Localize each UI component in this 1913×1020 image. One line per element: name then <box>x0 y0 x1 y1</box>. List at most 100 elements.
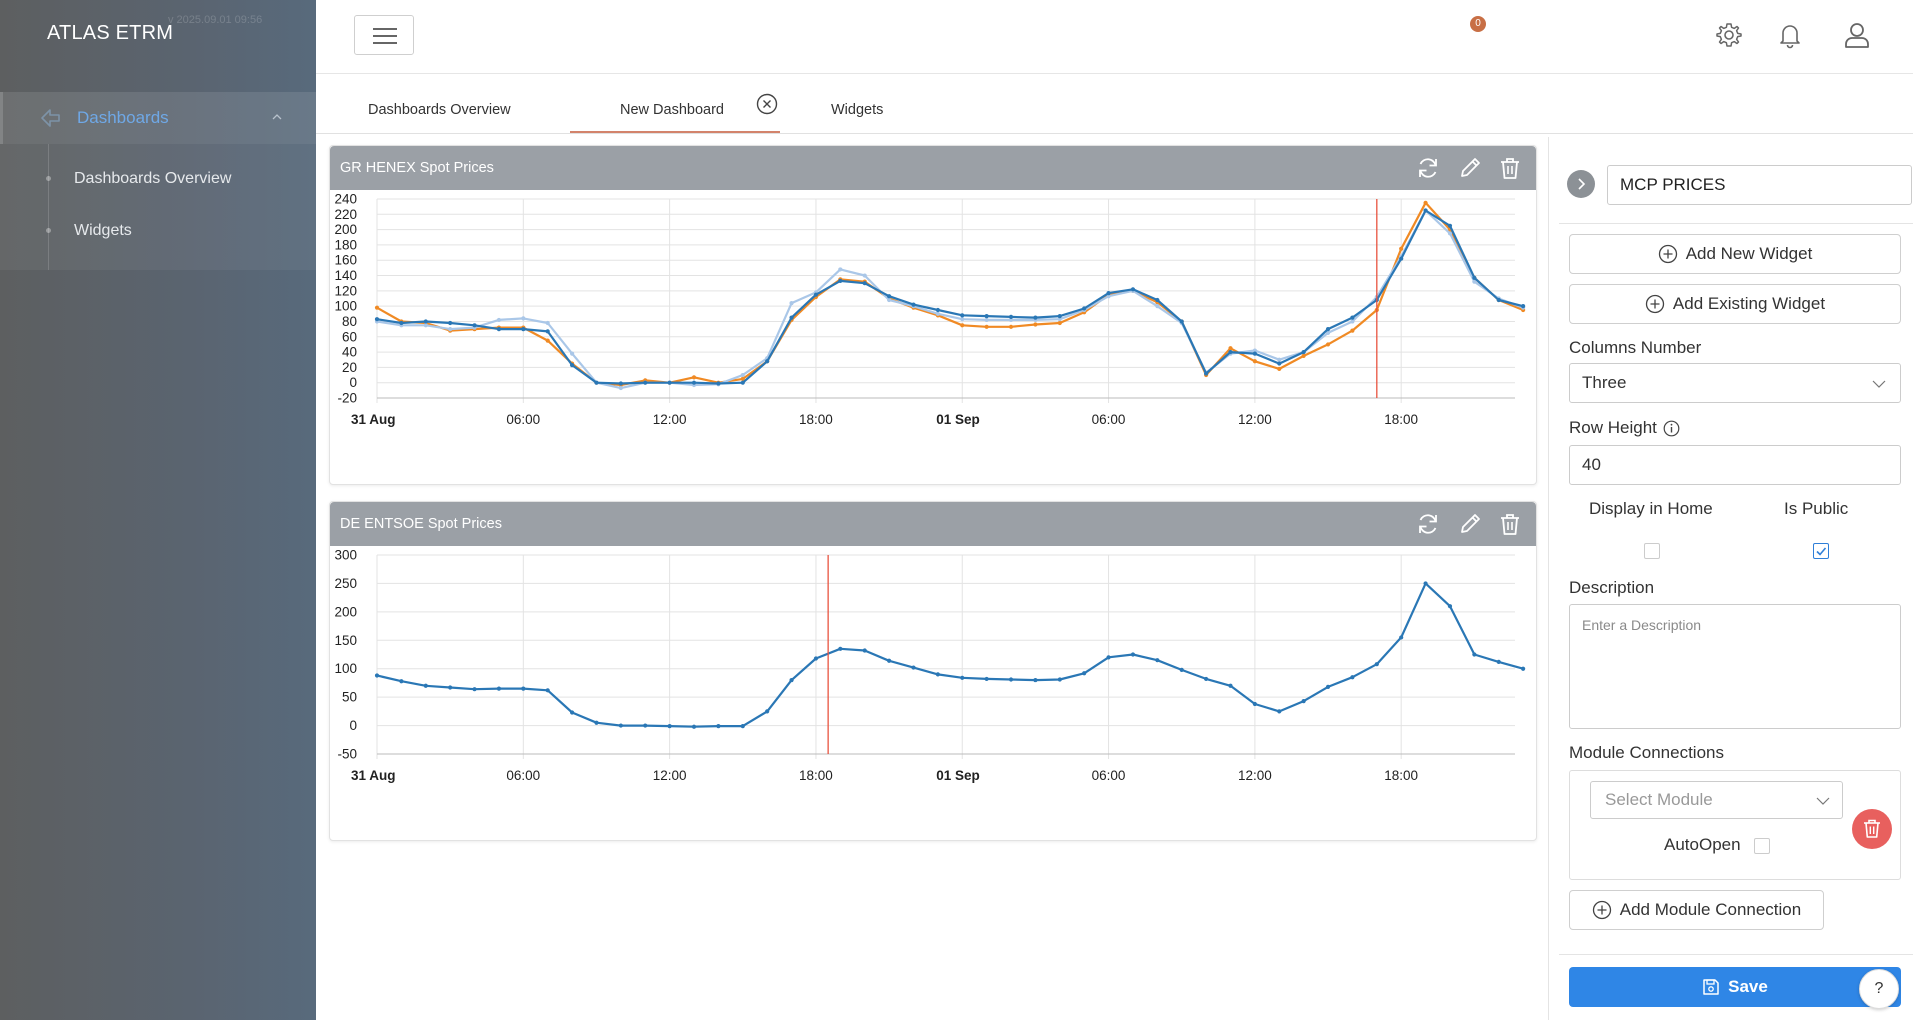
row-height-label: Row Height <box>1569 418 1657 437</box>
sidebar-item-dashboards-overview[interactable]: Dashboards Overview <box>74 170 232 187</box>
add-existing-widget-button[interactable]: Add Existing Widget <box>1569 284 1901 324</box>
data-point <box>1057 677 1062 682</box>
remove-module-button[interactable] <box>1852 809 1892 849</box>
data-point <box>1033 677 1038 683</box>
refresh-icon[interactable] <box>1415 155 1441 181</box>
data-point <box>1350 319 1355 324</box>
data-point <box>423 319 428 324</box>
y-tick-label: 140 <box>334 268 357 283</box>
data-point <box>1447 223 1453 228</box>
x-tick-label: 18:00 <box>799 412 833 427</box>
user-icon[interactable] <box>1842 20 1872 50</box>
data-point <box>1521 666 1526 671</box>
add-module-connection-button[interactable]: Add Module Connection <box>1569 890 1824 930</box>
select-module-dropdown[interactable]: Select Module <box>1590 781 1843 819</box>
x-tick-label: 18:00 <box>1384 412 1418 427</box>
data-point <box>594 720 599 725</box>
edit-icon[interactable] <box>1457 511 1483 537</box>
trash-icon[interactable] <box>1497 155 1523 181</box>
data-point <box>765 359 770 364</box>
collapse-panel-button[interactable] <box>1567 170 1595 198</box>
data-point <box>838 646 843 651</box>
sidebar-item-widgets[interactable]: Widgets <box>74 222 132 239</box>
data-point <box>545 338 550 343</box>
data-point <box>984 676 989 682</box>
data-point <box>1277 366 1282 372</box>
data-point <box>521 316 526 321</box>
data-point <box>594 380 599 385</box>
chevron-down-icon <box>1816 797 1830 805</box>
refresh-icon[interactable] <box>1415 511 1441 537</box>
dashboard-name-input[interactable]: MCP PRICES <box>1607 165 1912 205</box>
y-tick-label: 80 <box>342 314 357 329</box>
info-icon[interactable] <box>1663 420 1680 437</box>
data-point <box>399 679 404 684</box>
data-point <box>496 317 502 323</box>
display-in-home-checkbox[interactable] <box>1644 543 1660 559</box>
data-point <box>1325 684 1331 690</box>
autoopen-checkbox[interactable] <box>1754 838 1770 854</box>
data-point <box>740 380 745 385</box>
select-value: Three <box>1582 373 1627 392</box>
columns-number-select[interactable]: Three <box>1569 363 1901 403</box>
data-point <box>886 294 892 299</box>
trash-icon[interactable] <box>1497 511 1523 537</box>
button-label: Add Existing Widget <box>1672 294 1826 313</box>
checkmark-icon <box>1816 547 1827 556</box>
data-point <box>716 724 721 729</box>
data-point <box>1082 306 1087 311</box>
data-point <box>960 323 965 328</box>
is-public-checkbox[interactable] <box>1813 543 1829 559</box>
data-point <box>886 297 892 303</box>
sidebar-item-dashboards[interactable]: Dashboards <box>0 92 316 144</box>
y-tick-label: 20 <box>342 360 357 375</box>
data-point <box>1423 208 1428 213</box>
bullet-icon <box>46 176 51 181</box>
data-point <box>618 723 623 728</box>
data-point <box>1252 701 1257 707</box>
topbar: 0 <box>316 0 1913 74</box>
data-point <box>1033 315 1038 320</box>
data-point <box>1204 371 1209 376</box>
data-point <box>1496 297 1501 303</box>
button-label: Add Module Connection <box>1619 900 1802 919</box>
data-point <box>1472 652 1477 657</box>
bell-icon[interactable] <box>1775 20 1805 50</box>
description-textarea[interactable]: Enter a Description <box>1569 604 1901 729</box>
menu-toggle-button[interactable] <box>354 15 414 55</box>
data-point <box>960 317 965 322</box>
data-point <box>1057 314 1062 319</box>
chevron-right-icon <box>1578 178 1586 190</box>
data-point <box>838 278 843 283</box>
row-height-input[interactable]: 40 <box>1569 445 1901 485</box>
gear-icon[interactable] <box>1714 20 1744 50</box>
data-point <box>1179 319 1184 324</box>
data-point <box>569 362 575 368</box>
data-point <box>740 376 745 381</box>
data-point <box>1350 675 1355 680</box>
help-button[interactable]: ? <box>1859 969 1899 1009</box>
add-new-widget-button[interactable]: Add New Widget <box>1569 234 1901 274</box>
x-tick-label: 12:00 <box>1238 412 1272 427</box>
tab-widgets[interactable]: Widgets <box>831 102 884 118</box>
data-point <box>1228 349 1233 355</box>
line-chart-de-entsoe: -50 0 50 100 150 200 250 300 31 Aug 06:00 12:00 18:… <box>334 548 1526 783</box>
columns-number-label: Columns Number <box>1569 338 1702 357</box>
brand-name[interactable]: ATLAS ETRM <box>47 22 174 44</box>
tab-new-dashboard[interactable]: New Dashboard <box>620 102 724 118</box>
data-point <box>618 385 623 391</box>
data-point <box>448 320 453 326</box>
series-line-2 <box>376 209 1524 385</box>
save-button[interactable]: Save <box>1569 967 1901 1007</box>
data-point <box>960 675 965 680</box>
data-point <box>960 313 965 318</box>
close-tab-icon[interactable] <box>756 93 778 115</box>
data-point <box>862 273 867 278</box>
widget-header: GR HENEX Spot Prices <box>330 146 1536 190</box>
data-point <box>1325 330 1331 336</box>
save-label: Save <box>1728 977 1768 996</box>
bullet-icon <box>46 228 51 233</box>
y-tick-label: 300 <box>334 548 357 563</box>
edit-icon[interactable] <box>1457 155 1483 181</box>
tab-dashboards-overview[interactable]: Dashboards Overview <box>368 102 511 118</box>
